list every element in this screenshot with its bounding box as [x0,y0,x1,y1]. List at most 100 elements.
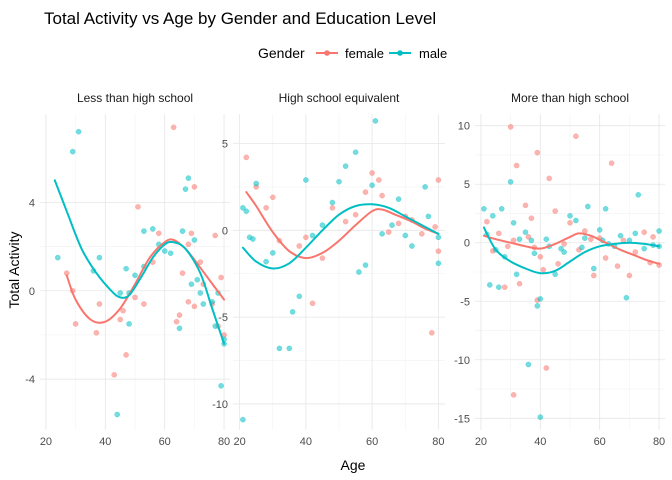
data-point-female [243,154,250,161]
data-point-female [608,160,615,166]
legend-label-male: male [419,46,447,61]
x-tick-label: 20 [234,436,246,448]
data-point-male [161,248,168,254]
points-male [481,179,662,420]
data-point-male [435,260,442,267]
data-point-male [573,217,579,224]
data-point-male [513,271,520,278]
data-point-female [185,298,192,305]
data-point-male [263,258,269,265]
data-point-female [534,149,541,156]
y-tick-label: 4 [29,197,35,209]
data-point-female [626,272,633,279]
data-point-female [362,189,369,195]
y-tick-label: 5 [222,139,228,151]
data-point-female [176,312,183,318]
y-tick-label: -15 [454,413,470,425]
facet-strip-label: More than high school [511,91,629,105]
data-point-female [510,392,517,398]
panel-grid [475,114,665,430]
data-point-male [635,191,642,198]
data-point-male [425,213,432,220]
data-point-male [641,245,648,252]
data-point-female [96,301,103,307]
data-point-male [596,227,603,233]
data-point-male [309,232,316,239]
data-point-female [546,175,553,182]
data-point-female [218,274,224,281]
x-tick-label: 20 [40,436,52,448]
data-point-female [191,303,198,310]
data-point-female [418,230,425,237]
trend-line-female [482,232,661,265]
data-point-female [123,352,129,358]
data-point-male [409,243,415,249]
data-point-male [336,178,342,185]
data-point-female [614,263,621,269]
data-point-female [303,234,309,241]
data-point-female [155,230,162,237]
data-point-female [435,177,442,183]
y-tick-label: -10 [454,355,470,367]
data-point-male [372,118,379,124]
data-point-male [243,208,250,214]
data-point-male [356,269,362,275]
data-point-male [182,186,189,192]
data-point-male [489,212,496,219]
data-point-female [111,371,117,378]
data-point-female [540,266,547,273]
data-point-female [269,194,276,201]
facet-panels: Less than high school 20 40 60 80 -4 0 4 High sc… [25,91,665,448]
data-point-male [422,184,428,190]
legend-key-male-point [397,50,403,56]
data-point-female [319,255,326,261]
data-point-male [369,182,375,188]
data-point-male [200,301,207,307]
data-point-male [286,345,293,352]
x-tick-label: 80 [432,436,444,448]
data-point-male [516,236,523,242]
data-point-male [561,249,567,255]
data-point-male [352,149,359,155]
data-point-female [191,184,198,190]
trend-line-male [482,226,661,275]
points-male [55,128,227,418]
data-point-female [484,218,490,225]
trend-line-female [245,191,440,260]
data-point-female [309,300,316,307]
legend-title: Gender [258,45,305,61]
data-point-male [525,361,532,368]
data-point-female [516,280,523,287]
data-point-female [555,260,561,267]
data-point-male [534,303,541,309]
points-male [240,118,442,423]
data-point-male [528,237,535,244]
data-point-male [510,219,517,226]
data-point-male [179,228,186,234]
data-point-male [591,265,597,272]
data-point-female [352,211,359,218]
data-point-male [75,128,82,135]
data-point-female [507,124,514,130]
data-point-male [602,205,609,212]
y-tick-label: 10 [458,121,470,133]
data-point-female [72,321,79,327]
data-point-male [114,411,120,418]
data-point-female [132,294,138,301]
data-point-female [561,241,567,247]
data-point-male [579,244,585,251]
data-point-male [656,228,662,234]
y-tick-label: 0 [29,286,35,298]
data-point-female [296,243,303,249]
data-point-female [93,329,100,336]
data-point-female [528,215,535,221]
data-point-male [126,321,132,327]
data-point-male [379,230,385,237]
y-tick-label: 0 [464,238,470,250]
data-point-male [632,230,639,237]
data-point-male [498,205,505,212]
data-point-male [194,276,201,283]
x-tick-label: 80 [653,436,665,448]
data-point-male [167,250,174,256]
